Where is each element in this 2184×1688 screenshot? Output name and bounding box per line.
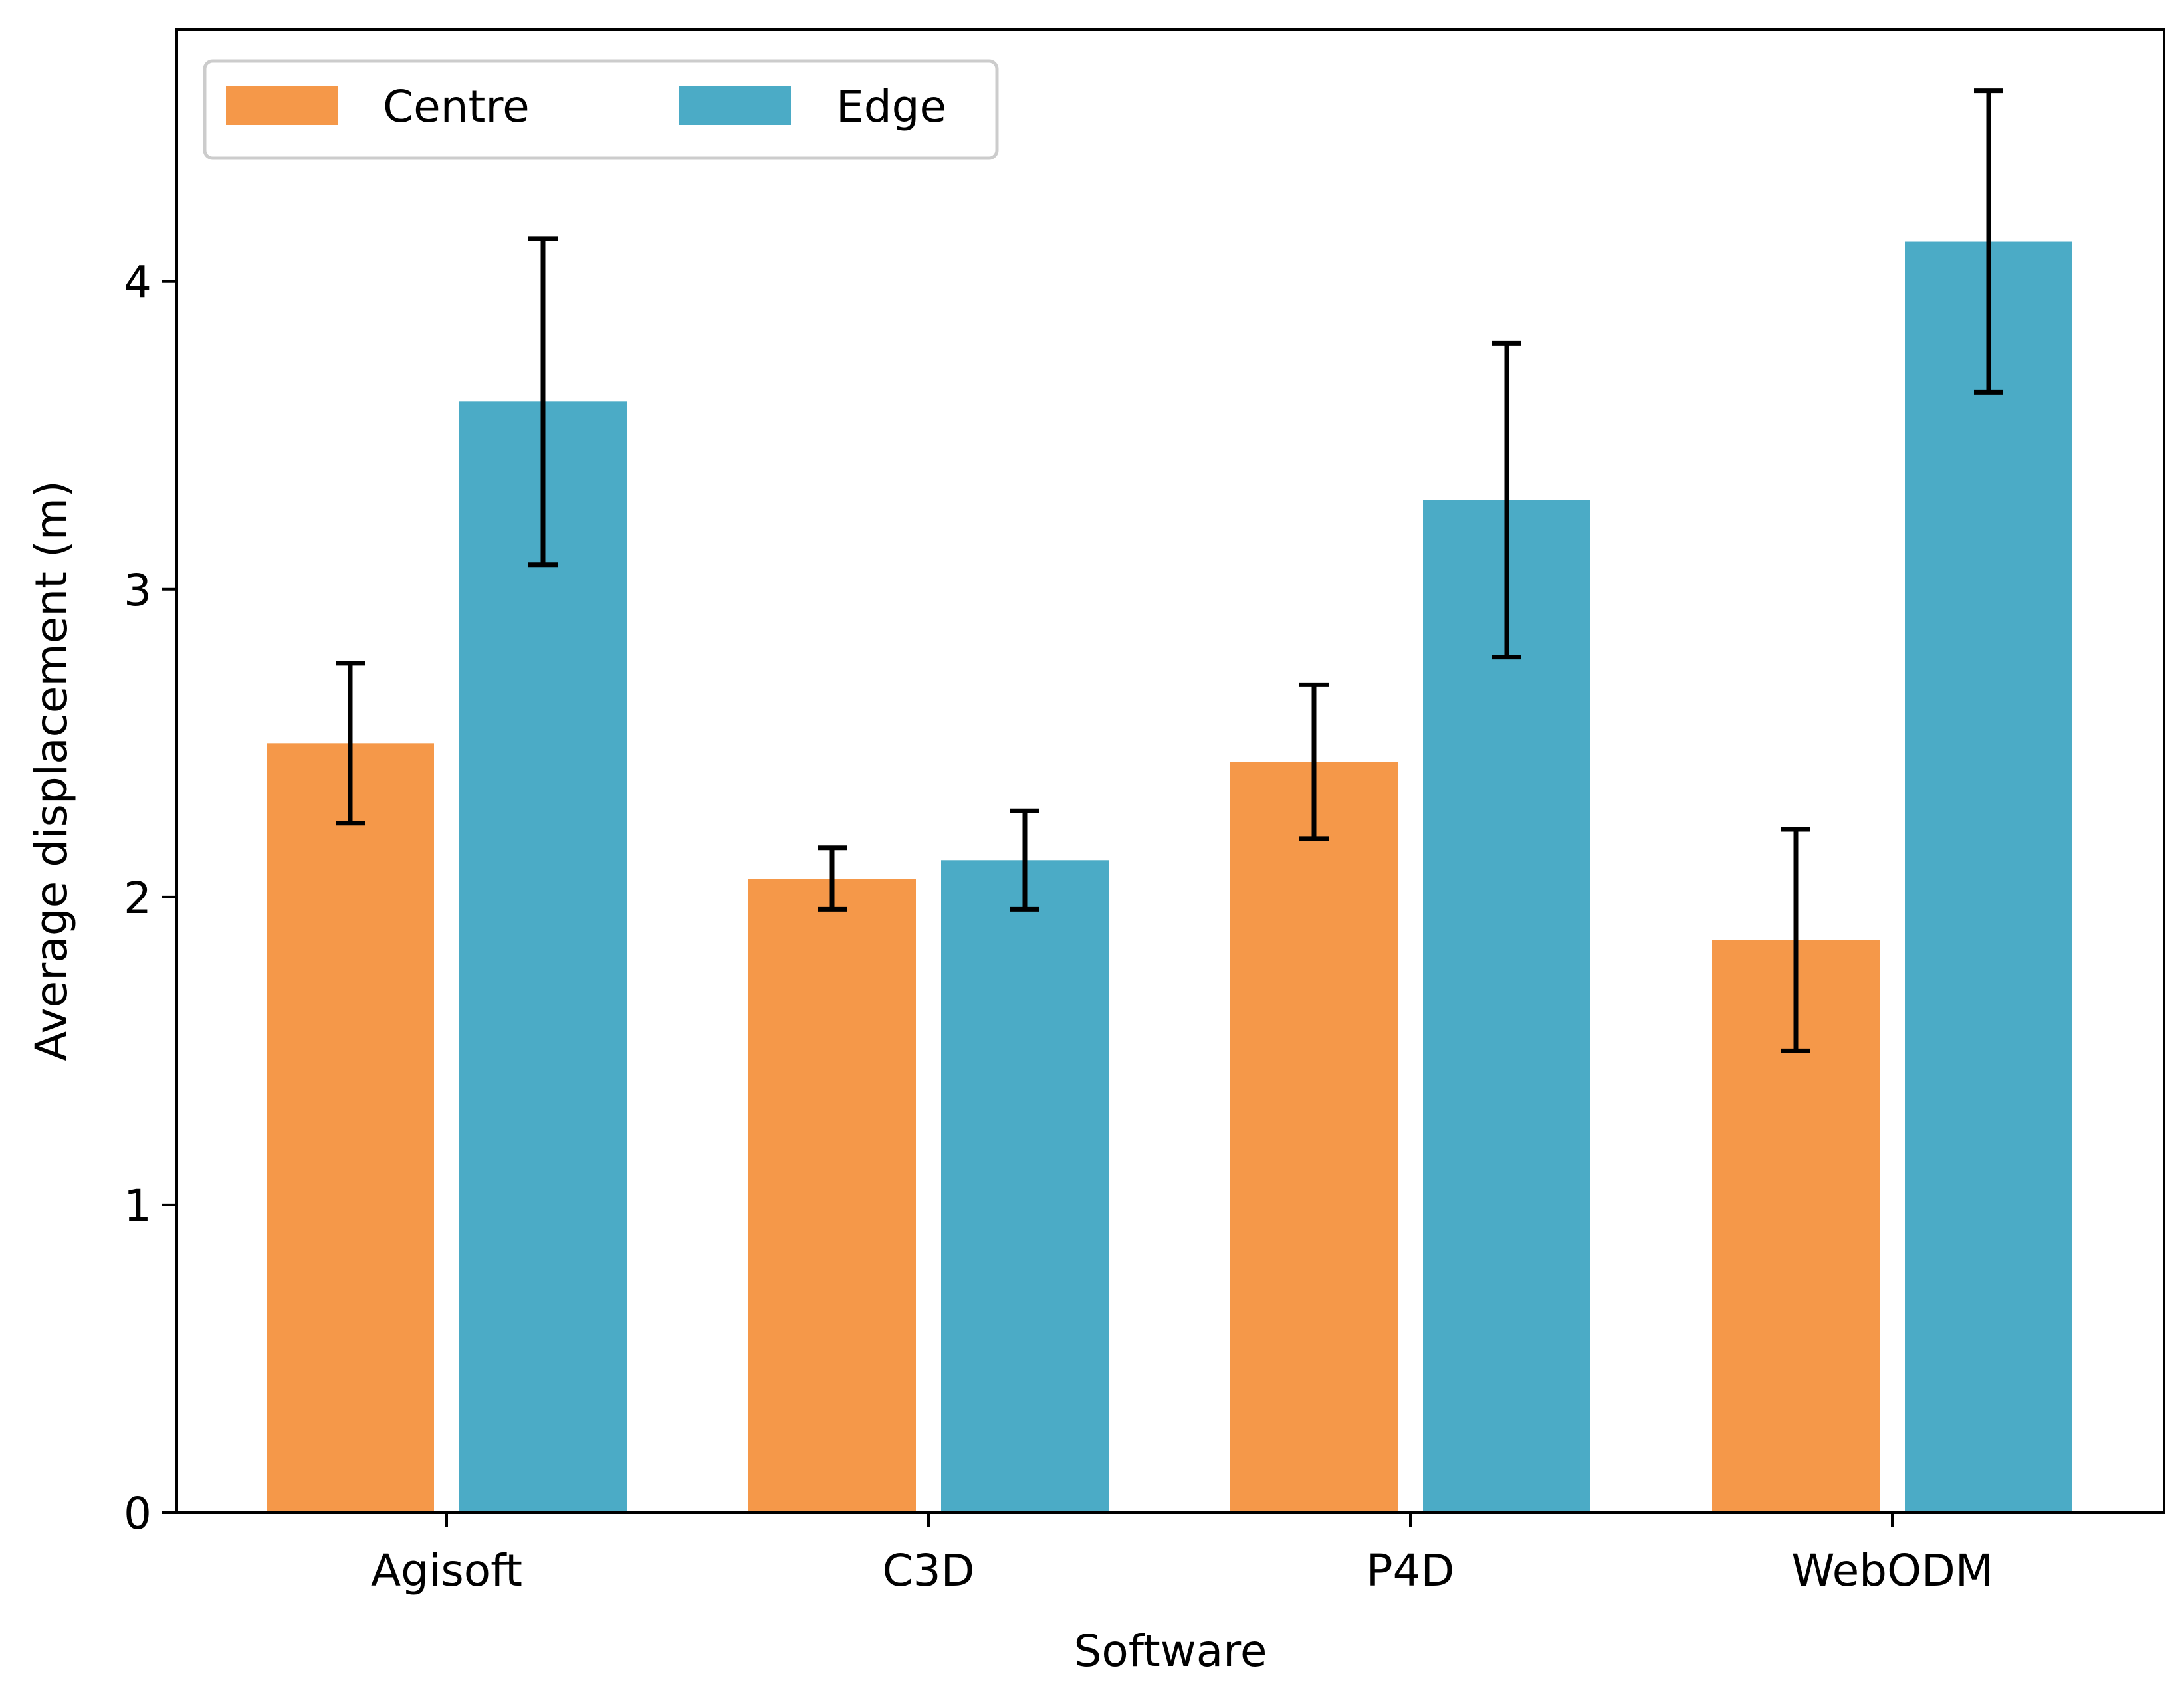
error-bar-centre-webodm (1781, 827, 1810, 1053)
error-bars-layer (336, 88, 2003, 1053)
legend-swatch-edge (679, 86, 791, 125)
x-axis: Agisoft C3D P4D WebODM (371, 1513, 1993, 1596)
error-bar-centre-agisoft (336, 661, 365, 826)
bars-layer (267, 241, 2072, 1513)
bar-edge-agisoft (459, 401, 627, 1513)
legend: Centre Edge (203, 59, 999, 160)
y-axis-label: Average displacement (m) (26, 480, 77, 1061)
error-bar-centre-c3d (818, 845, 847, 912)
y-tick-label-1: 1 (124, 1180, 152, 1231)
x-tick-label-agisoft: Agisoft (371, 1545, 522, 1596)
legend-box (203, 59, 999, 160)
y-tick-label-0: 0 (124, 1488, 152, 1539)
y-tick-label-4: 4 (124, 257, 152, 308)
plot-frame (175, 28, 2165, 1514)
bar-edge-webodm (1905, 241, 2072, 1513)
error-bar-edge-c3d (1010, 808, 1039, 912)
bar-centre-p4d (1230, 762, 1398, 1513)
x-tick-label-p4d: P4D (1366, 1545, 1455, 1596)
error-bar-edge-agisoft (528, 236, 558, 568)
bar-centre-agisoft (267, 743, 434, 1513)
y-tick-label-2: 2 (124, 873, 152, 924)
x-tick-label-c3d: C3D (883, 1545, 975, 1596)
legend-label-edge: Edge (836, 81, 946, 132)
legend-swatch-centre (226, 86, 338, 125)
y-axis: 0 1 2 3 4 (124, 257, 177, 1539)
bar-edge-c3d (941, 860, 1109, 1513)
x-axis-label: Software (1074, 1626, 1267, 1677)
bar-edge-p4d (1423, 500, 1590, 1513)
error-bar-centre-p4d (1299, 682, 1329, 841)
error-bar-edge-webodm (1974, 88, 2003, 395)
error-bar-edge-p4d (1492, 340, 1521, 660)
bar-centre-c3d (748, 879, 916, 1513)
y-tick-label-3: 3 (124, 565, 152, 616)
x-tick-label-webodm: WebODM (1791, 1545, 1993, 1596)
legend-label-centre: Centre (383, 81, 530, 132)
